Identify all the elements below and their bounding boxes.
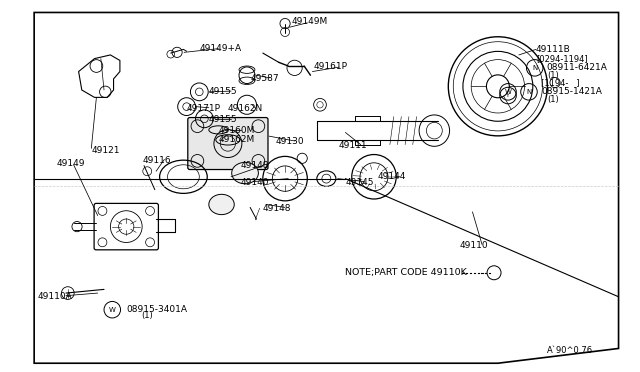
Text: 08915-3401A: 08915-3401A [126, 305, 188, 314]
Text: 49587: 49587 [250, 74, 279, 83]
Text: (1): (1) [547, 71, 559, 80]
Text: 49111B: 49111B [536, 45, 571, 54]
Text: [1194-   ]: [1194- ] [541, 78, 580, 87]
Text: 49140: 49140 [241, 178, 269, 187]
Text: 49161P: 49161P [314, 61, 348, 71]
Text: 49162N: 49162N [228, 104, 263, 113]
Text: 49145: 49145 [346, 178, 374, 187]
Text: 49111: 49111 [339, 141, 368, 150]
Text: 49116: 49116 [142, 155, 171, 165]
Text: W: W [504, 89, 511, 95]
Polygon shape [34, 13, 618, 363]
Text: 49110A: 49110A [37, 292, 72, 301]
Text: 49148: 49148 [263, 203, 291, 213]
Text: N: N [526, 89, 532, 95]
Text: [0294-1194]: [0294-1194] [536, 54, 588, 63]
Text: 49121: 49121 [92, 147, 120, 155]
Text: 08915-1421A: 08915-1421A [541, 87, 602, 96]
Text: 49144: 49144 [377, 172, 406, 181]
Text: N: N [532, 65, 538, 71]
Text: 49149+A: 49149+A [199, 44, 241, 53]
Text: 49149: 49149 [56, 159, 85, 169]
Text: 49171P: 49171P [187, 104, 221, 113]
FancyBboxPatch shape [188, 118, 268, 170]
Text: 49110: 49110 [460, 241, 488, 250]
Text: 49162M: 49162M [218, 135, 255, 144]
Text: 49155: 49155 [209, 87, 237, 96]
Text: 49149M: 49149M [291, 17, 328, 26]
Text: 49160M: 49160M [218, 126, 255, 135]
Text: Y: Y [506, 93, 510, 98]
Text: 49148: 49148 [241, 161, 269, 170]
Text: NOTE;PART CODE 49110K: NOTE;PART CODE 49110K [346, 268, 467, 277]
Text: (1): (1) [141, 311, 152, 320]
Text: W: W [109, 307, 116, 313]
Text: 08911-6421A: 08911-6421A [546, 63, 607, 72]
Text: A`90^0.76: A`90^0.76 [547, 346, 593, 355]
Text: (1): (1) [547, 95, 559, 104]
Ellipse shape [209, 194, 234, 215]
Text: 49155: 49155 [209, 115, 237, 124]
Ellipse shape [232, 162, 259, 184]
Text: 49130: 49130 [276, 137, 304, 146]
